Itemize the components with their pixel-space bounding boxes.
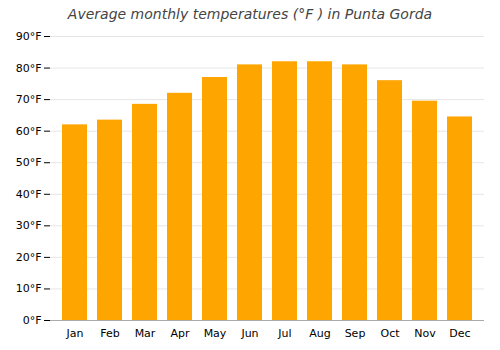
svg-text:90°F: 90°F (16, 30, 42, 43)
svg-text:70°F: 70°F (16, 93, 42, 106)
svg-text:Jun: Jun (240, 327, 258, 340)
svg-text:0°F: 0°F (23, 314, 42, 327)
svg-text:10°F: 10°F (16, 282, 42, 295)
svg-text:Apr: Apr (170, 327, 190, 340)
svg-text:Jan: Jan (66, 327, 84, 340)
svg-text:Oct: Oct (380, 327, 400, 340)
svg-text:Dec: Dec (449, 327, 470, 340)
svg-text:30°F: 30°F (16, 219, 42, 232)
svg-text:Jul: Jul (277, 327, 291, 340)
svg-text:40°F: 40°F (16, 188, 42, 201)
svg-text:20°F: 20°F (16, 251, 42, 264)
svg-text:Sep: Sep (345, 327, 366, 340)
html-text:Average monthly temperatures (: Average monthly temperatures (°F ) in Pu… (67, 6, 433, 22)
svg-text:Mar: Mar (135, 327, 156, 340)
svg-text:80°F: 80°F (16, 62, 42, 75)
svg-text:Nov: Nov (414, 327, 436, 340)
svg-text:May: May (204, 327, 227, 340)
svg-text:60°F: 60°F (16, 125, 42, 138)
svg-text:50°F: 50°F (16, 156, 42, 169)
svg-text:Aug: Aug (309, 327, 330, 340)
svg-text:Feb: Feb (100, 327, 119, 340)
